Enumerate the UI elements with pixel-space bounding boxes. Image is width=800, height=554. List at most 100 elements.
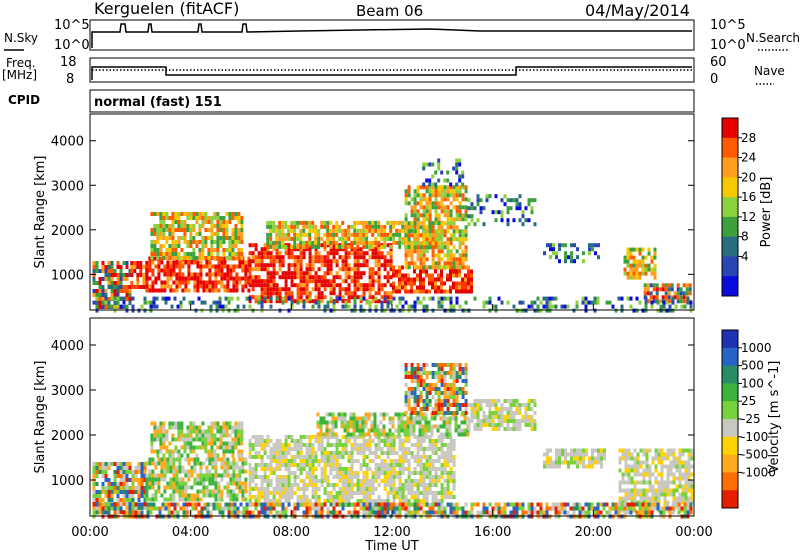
power-cell	[659, 304, 663, 309]
velocity-cell	[439, 424, 443, 429]
velocity-cell	[275, 455, 279, 459]
power-cell	[177, 244, 181, 248]
power-cell	[413, 197, 417, 202]
velocity-cell	[355, 424, 359, 429]
velocity-cell	[269, 499, 273, 503]
velocity-cell	[494, 407, 498, 411]
velocity-cell	[338, 487, 342, 491]
power-cell	[92, 261, 96, 265]
power-cell	[419, 201, 423, 206]
velocity-cell	[386, 435, 390, 439]
power-cell	[434, 241, 438, 246]
power-cell	[169, 284, 173, 289]
power-cell	[305, 224, 309, 229]
power-cell	[187, 260, 191, 265]
velocity-cell	[416, 495, 420, 499]
velocity-cell	[145, 493, 149, 498]
power-cell	[401, 281, 404, 286]
velocity-cell	[392, 447, 396, 451]
velocity-cell	[240, 425, 244, 430]
velocity-cell	[443, 363, 447, 367]
power-cell	[392, 273, 395, 278]
velocity-cell	[479, 423, 483, 427]
velocity-cell	[332, 451, 336, 455]
velocity-cell	[284, 467, 288, 471]
power-cell	[178, 284, 182, 289]
power-cell	[184, 288, 188, 293]
velocity-cell	[335, 435, 339, 439]
power-cell	[213, 232, 217, 236]
velocity-cell	[316, 412, 320, 417]
power-cell	[317, 255, 321, 260]
power-cell	[368, 295, 372, 300]
velocity-cell	[416, 459, 420, 463]
velocity-cell	[446, 395, 450, 399]
velocity-cell	[168, 449, 172, 454]
velocity-cell	[166, 457, 170, 462]
power-cell	[422, 257, 426, 262]
velocity-cell	[180, 433, 184, 438]
power-cell	[188, 300, 192, 305]
velocity-cell	[419, 447, 423, 451]
velocity-cell	[433, 424, 437, 429]
velocity-cell	[543, 452, 546, 457]
power-cell	[228, 244, 232, 248]
velocity-cell	[437, 499, 441, 503]
power-cell	[404, 300, 408, 305]
velocity-cell	[311, 443, 315, 447]
velocity-cell	[214, 489, 218, 494]
velocity-cell	[533, 423, 537, 427]
velocity-cell	[406, 416, 410, 421]
power-cell	[485, 198, 489, 203]
power-cell	[482, 206, 486, 211]
power-cell	[329, 283, 333, 288]
power-cell	[133, 265, 137, 269]
velocity-cell	[389, 459, 393, 463]
velocity-cell	[201, 421, 205, 426]
velocity-cell	[122, 486, 126, 490]
power-cell	[446, 273, 449, 278]
power-cell	[251, 295, 255, 300]
velocity-cell	[287, 443, 291, 447]
power-cell	[560, 304, 564, 309]
power-cell	[644, 308, 648, 313]
velocity-cell	[174, 449, 178, 454]
power-cell	[350, 247, 354, 252]
velocity-cell	[365, 483, 369, 487]
velocity-cell	[418, 416, 422, 421]
power-cell	[371, 279, 375, 284]
velocity-cell	[287, 471, 291, 475]
power-cell	[305, 295, 309, 300]
velocity-cell	[386, 439, 390, 443]
velocity-cell	[92, 494, 96, 498]
power-colorbar-tick-label: 16	[741, 190, 756, 204]
velocity-cell	[397, 432, 401, 437]
power-cell	[290, 247, 294, 252]
power-cell	[220, 256, 224, 261]
power-cell	[356, 236, 360, 241]
velocity-cell	[530, 407, 534, 411]
velocity-cell	[272, 471, 276, 475]
velocity-cell	[506, 399, 510, 403]
velocity-cell	[278, 479, 282, 483]
velocity-cell	[497, 427, 501, 431]
power-cell	[549, 243, 552, 248]
velocity-cell	[437, 363, 441, 367]
velocity-cell	[350, 483, 354, 487]
velocity-cell	[389, 435, 393, 439]
velocity-cell	[428, 483, 432, 487]
velocity-cell	[216, 425, 220, 430]
power-cell	[335, 220, 339, 225]
power-cell	[183, 212, 187, 216]
velocity-cell	[422, 399, 426, 403]
velocity-cell	[187, 485, 191, 490]
velocity-cell	[137, 482, 141, 486]
power-cell	[458, 241, 462, 246]
power-cell	[326, 251, 330, 256]
power-cell	[159, 236, 163, 240]
power-cell	[338, 296, 342, 301]
power-cell	[437, 285, 440, 290]
velocity-cell	[178, 457, 182, 462]
power-cell	[652, 287, 656, 292]
power-cell	[389, 251, 393, 256]
